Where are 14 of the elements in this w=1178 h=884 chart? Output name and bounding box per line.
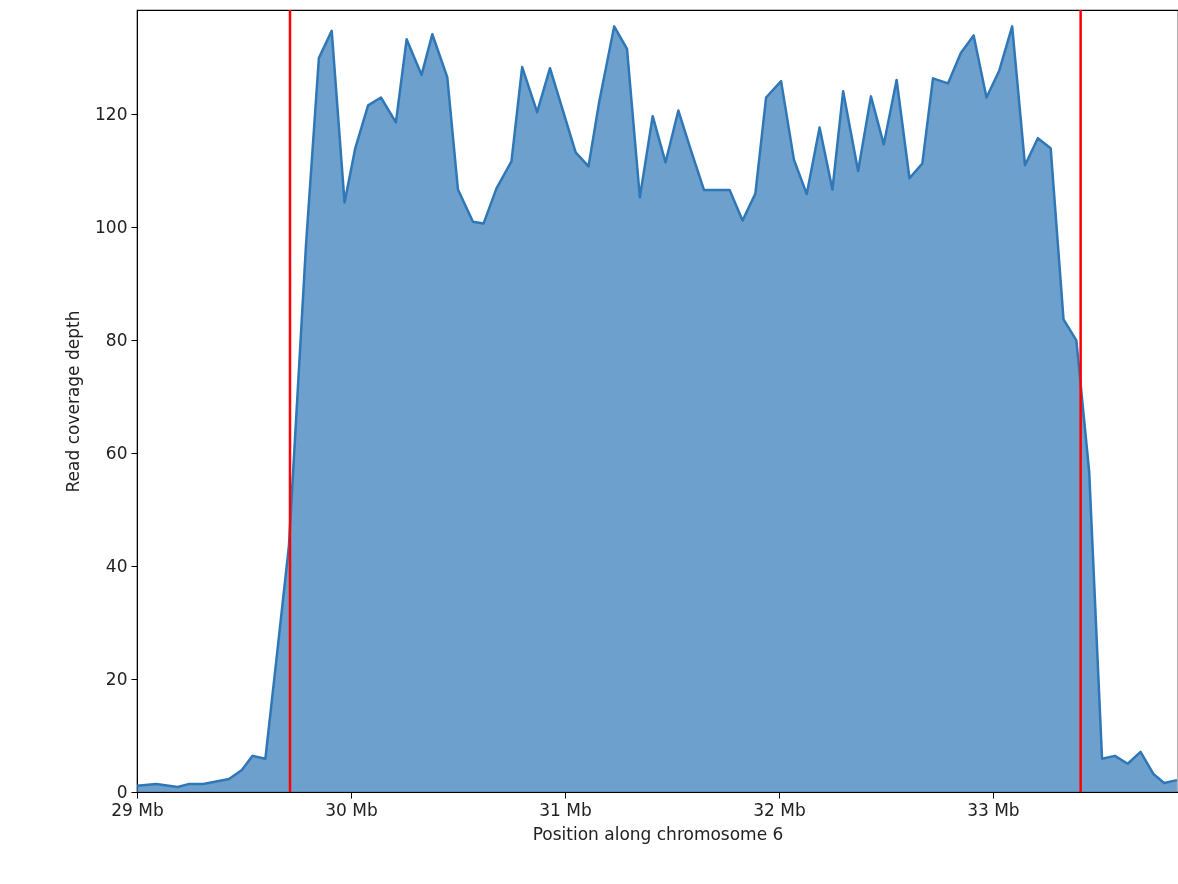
y-tick-label: 80 — [105, 329, 128, 350]
x-tick-label: 30 Mb — [325, 799, 378, 820]
y-tick-label: 0 — [116, 781, 128, 802]
y-tick-label: 100 — [95, 216, 128, 237]
y-tick-label: 20 — [105, 668, 128, 689]
y-tick-label: 120 — [95, 103, 128, 124]
y-axis-title: Read coverage depth — [63, 310, 84, 493]
y-tick-label: 60 — [105, 442, 128, 463]
x-tick-label: 29 Mb — [111, 799, 164, 820]
x-tick-label: 31 Mb — [539, 799, 592, 820]
x-axis-title: Position along chromosome 6 — [532, 823, 784, 844]
y-tick-label: 40 — [105, 555, 128, 576]
x-tick-label: 33 Mb — [967, 799, 1020, 820]
x-tick-label: 32 Mb — [753, 799, 806, 820]
